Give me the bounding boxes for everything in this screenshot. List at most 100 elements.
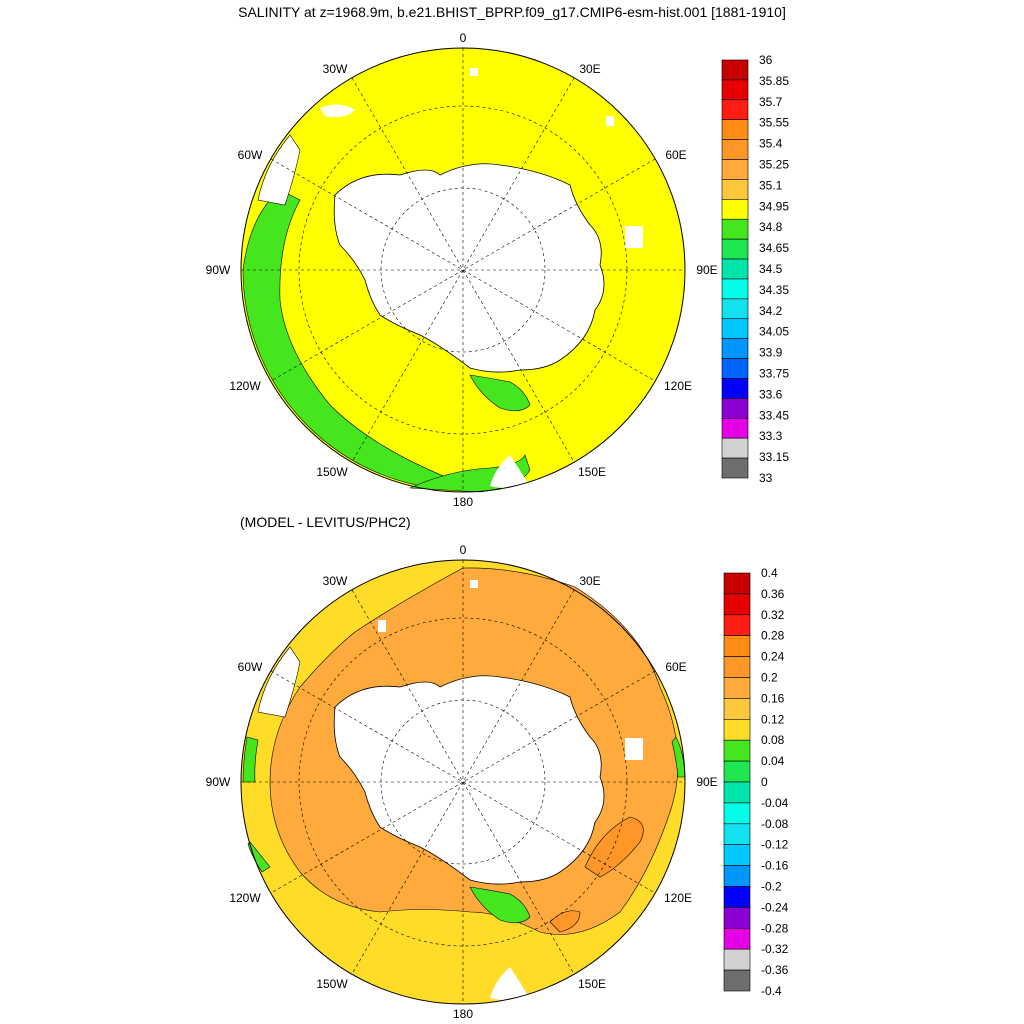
lon-label-0: 0	[460, 543, 467, 557]
lon-label-30e: 30E	[579, 574, 600, 588]
lon-label-60w: 60W	[238, 660, 263, 674]
colorbar-swatch	[721, 99, 749, 121]
colorbar-label: 34.2	[759, 304, 783, 318]
colorbar-swatch	[723, 760, 751, 783]
south-america-land	[257, 646, 301, 718]
colorbar-swatch	[723, 969, 751, 992]
colorbar-swatch	[721, 278, 749, 300]
graticule	[241, 560, 685, 1004]
colorbar-swatch	[723, 698, 751, 720]
lon-label-120w: 120W	[229, 891, 261, 905]
colorbar-label: -0.12	[761, 838, 789, 852]
colorbar-swatch	[721, 199, 749, 220]
colorbar-swatch	[721, 218, 749, 240]
colorbar-swatch	[723, 719, 751, 741]
colorbar-swatch	[721, 378, 749, 399]
longitude-labels: 0 30E 60E 90E 120E 150E 180 150W 120W 90…	[206, 31, 718, 509]
colorbar-swatch	[723, 948, 751, 971]
data-gap-northwest	[378, 620, 386, 632]
map-boundary	[240, 559, 686, 1005]
data-gap-south	[490, 455, 530, 489]
ross-sea-anomaly-patch	[469, 886, 531, 924]
data-gap-north	[470, 68, 478, 76]
data-gap-northeast	[606, 116, 614, 126]
data-gap-east	[625, 226, 643, 248]
negative-anomaly-edge-west	[242, 736, 259, 783]
lon-label-30w: 30W	[323, 574, 348, 588]
low-salinity-zone-west	[242, 189, 481, 491]
data-gap-northwest	[320, 104, 355, 118]
colorbar-label: 33.75	[759, 367, 789, 381]
salinity-map-svg: 0 30E 60E 90E 120E 150E 180 150W 120W 90…	[206, 31, 790, 509]
negative-anomaly-edge-east	[671, 736, 686, 778]
lon-label-120e: 120E	[664, 891, 692, 905]
lon-label-180: 180	[453, 1007, 473, 1021]
colorbar-swatch	[721, 238, 749, 260]
colorbar-swatch	[721, 159, 749, 180]
colorbar-swatch	[723, 656, 751, 678]
colorbar-label: 34.8	[759, 220, 783, 234]
south-america-land	[257, 134, 301, 206]
lon-label-90w: 90W	[206, 775, 231, 789]
colorbar-label: 0	[761, 775, 768, 789]
colorbar-swatch	[721, 457, 749, 479]
colorbar-label: 0.4	[761, 566, 778, 580]
data-gap-east	[625, 738, 643, 760]
colorbar-label: 34.5	[759, 262, 783, 276]
colorbar-label: 0.24	[761, 650, 785, 664]
colorbar-swatch	[721, 298, 749, 320]
colorbar-label: -0.24	[761, 900, 789, 914]
colorbar-swatch	[723, 739, 751, 762]
colorbar-label: 35.55	[759, 116, 789, 130]
colorbar-label: 0.36	[761, 587, 785, 601]
colorbar-swatch	[723, 614, 751, 637]
map-boundary	[240, 47, 686, 493]
colorbar-swatch	[721, 417, 749, 439]
bottom-map-title: (MODEL - LEVITUS/PHC2)	[240, 514, 411, 530]
colorbar-swatch	[723, 572, 751, 595]
lon-label-60e: 60E	[665, 148, 686, 162]
colorbar-label: 33.45	[759, 408, 789, 422]
lon-label-120w: 120W	[229, 379, 261, 393]
colorbar-swatch	[723, 865, 751, 887]
difference-map-panel: 0 30E 60E 90E 120E 150E 180 150W 120W 90…	[0, 512, 1024, 1024]
colorbar-label: 0.2	[761, 671, 778, 685]
salinity-colorbar: 36 35.85 35.7 35.55 35.4 35.25 35.1 34.95 34.8 34…	[721, 53, 789, 485]
lon-label-90w: 90W	[206, 263, 231, 277]
data-gap-north	[470, 580, 478, 588]
lon-label-30e: 30E	[579, 62, 600, 76]
difference-polar-map	[240, 559, 686, 1005]
colorbar-swatch	[723, 907, 751, 929]
colorbar-swatch	[723, 927, 751, 950]
colorbar-label: 34.95	[759, 199, 789, 213]
colorbar-label: 33.15	[759, 450, 789, 464]
colorbar-swatch	[723, 823, 751, 845]
colorbar-swatch	[721, 59, 749, 81]
colorbar-swatch	[721, 318, 749, 339]
salinity-polar-map	[240, 47, 686, 493]
colorbar-label: 0.32	[761, 608, 785, 622]
colorbar-label: 36	[759, 53, 773, 67]
salinity-map-panel: 0 30E 60E 90E 120E 150E 180 150W 120W 90…	[206, 31, 790, 509]
lon-label-150e: 150E	[578, 465, 606, 479]
lon-label-60w: 60W	[238, 148, 263, 162]
colorbar-label: -0.4	[761, 984, 782, 998]
colorbar-swatch	[723, 886, 751, 908]
colorbar-label: 35.4	[759, 137, 783, 151]
colorbar-swatch	[721, 398, 749, 419]
lon-label-150w: 150W	[316, 465, 348, 479]
colorbar-label: 35.85	[759, 74, 789, 88]
lon-label-180: 180	[453, 495, 473, 509]
colorbar-swatch	[723, 781, 751, 804]
colorbar-label: 34.35	[759, 283, 789, 297]
colorbar-swatch	[721, 119, 749, 140]
ross-sea-patch	[469, 374, 531, 412]
data-gap-south	[490, 967, 530, 1001]
colorbar-label: 35.1	[759, 178, 783, 192]
colorbar-label: -0.04	[761, 796, 789, 810]
colorbar-label: 34.05	[759, 325, 789, 339]
antarctica-landmass	[333, 675, 605, 885]
colorbar-label: -0.08	[761, 817, 789, 831]
lon-label-0: 0	[460, 31, 467, 45]
negative-anomaly-edge-southwest	[247, 841, 271, 873]
